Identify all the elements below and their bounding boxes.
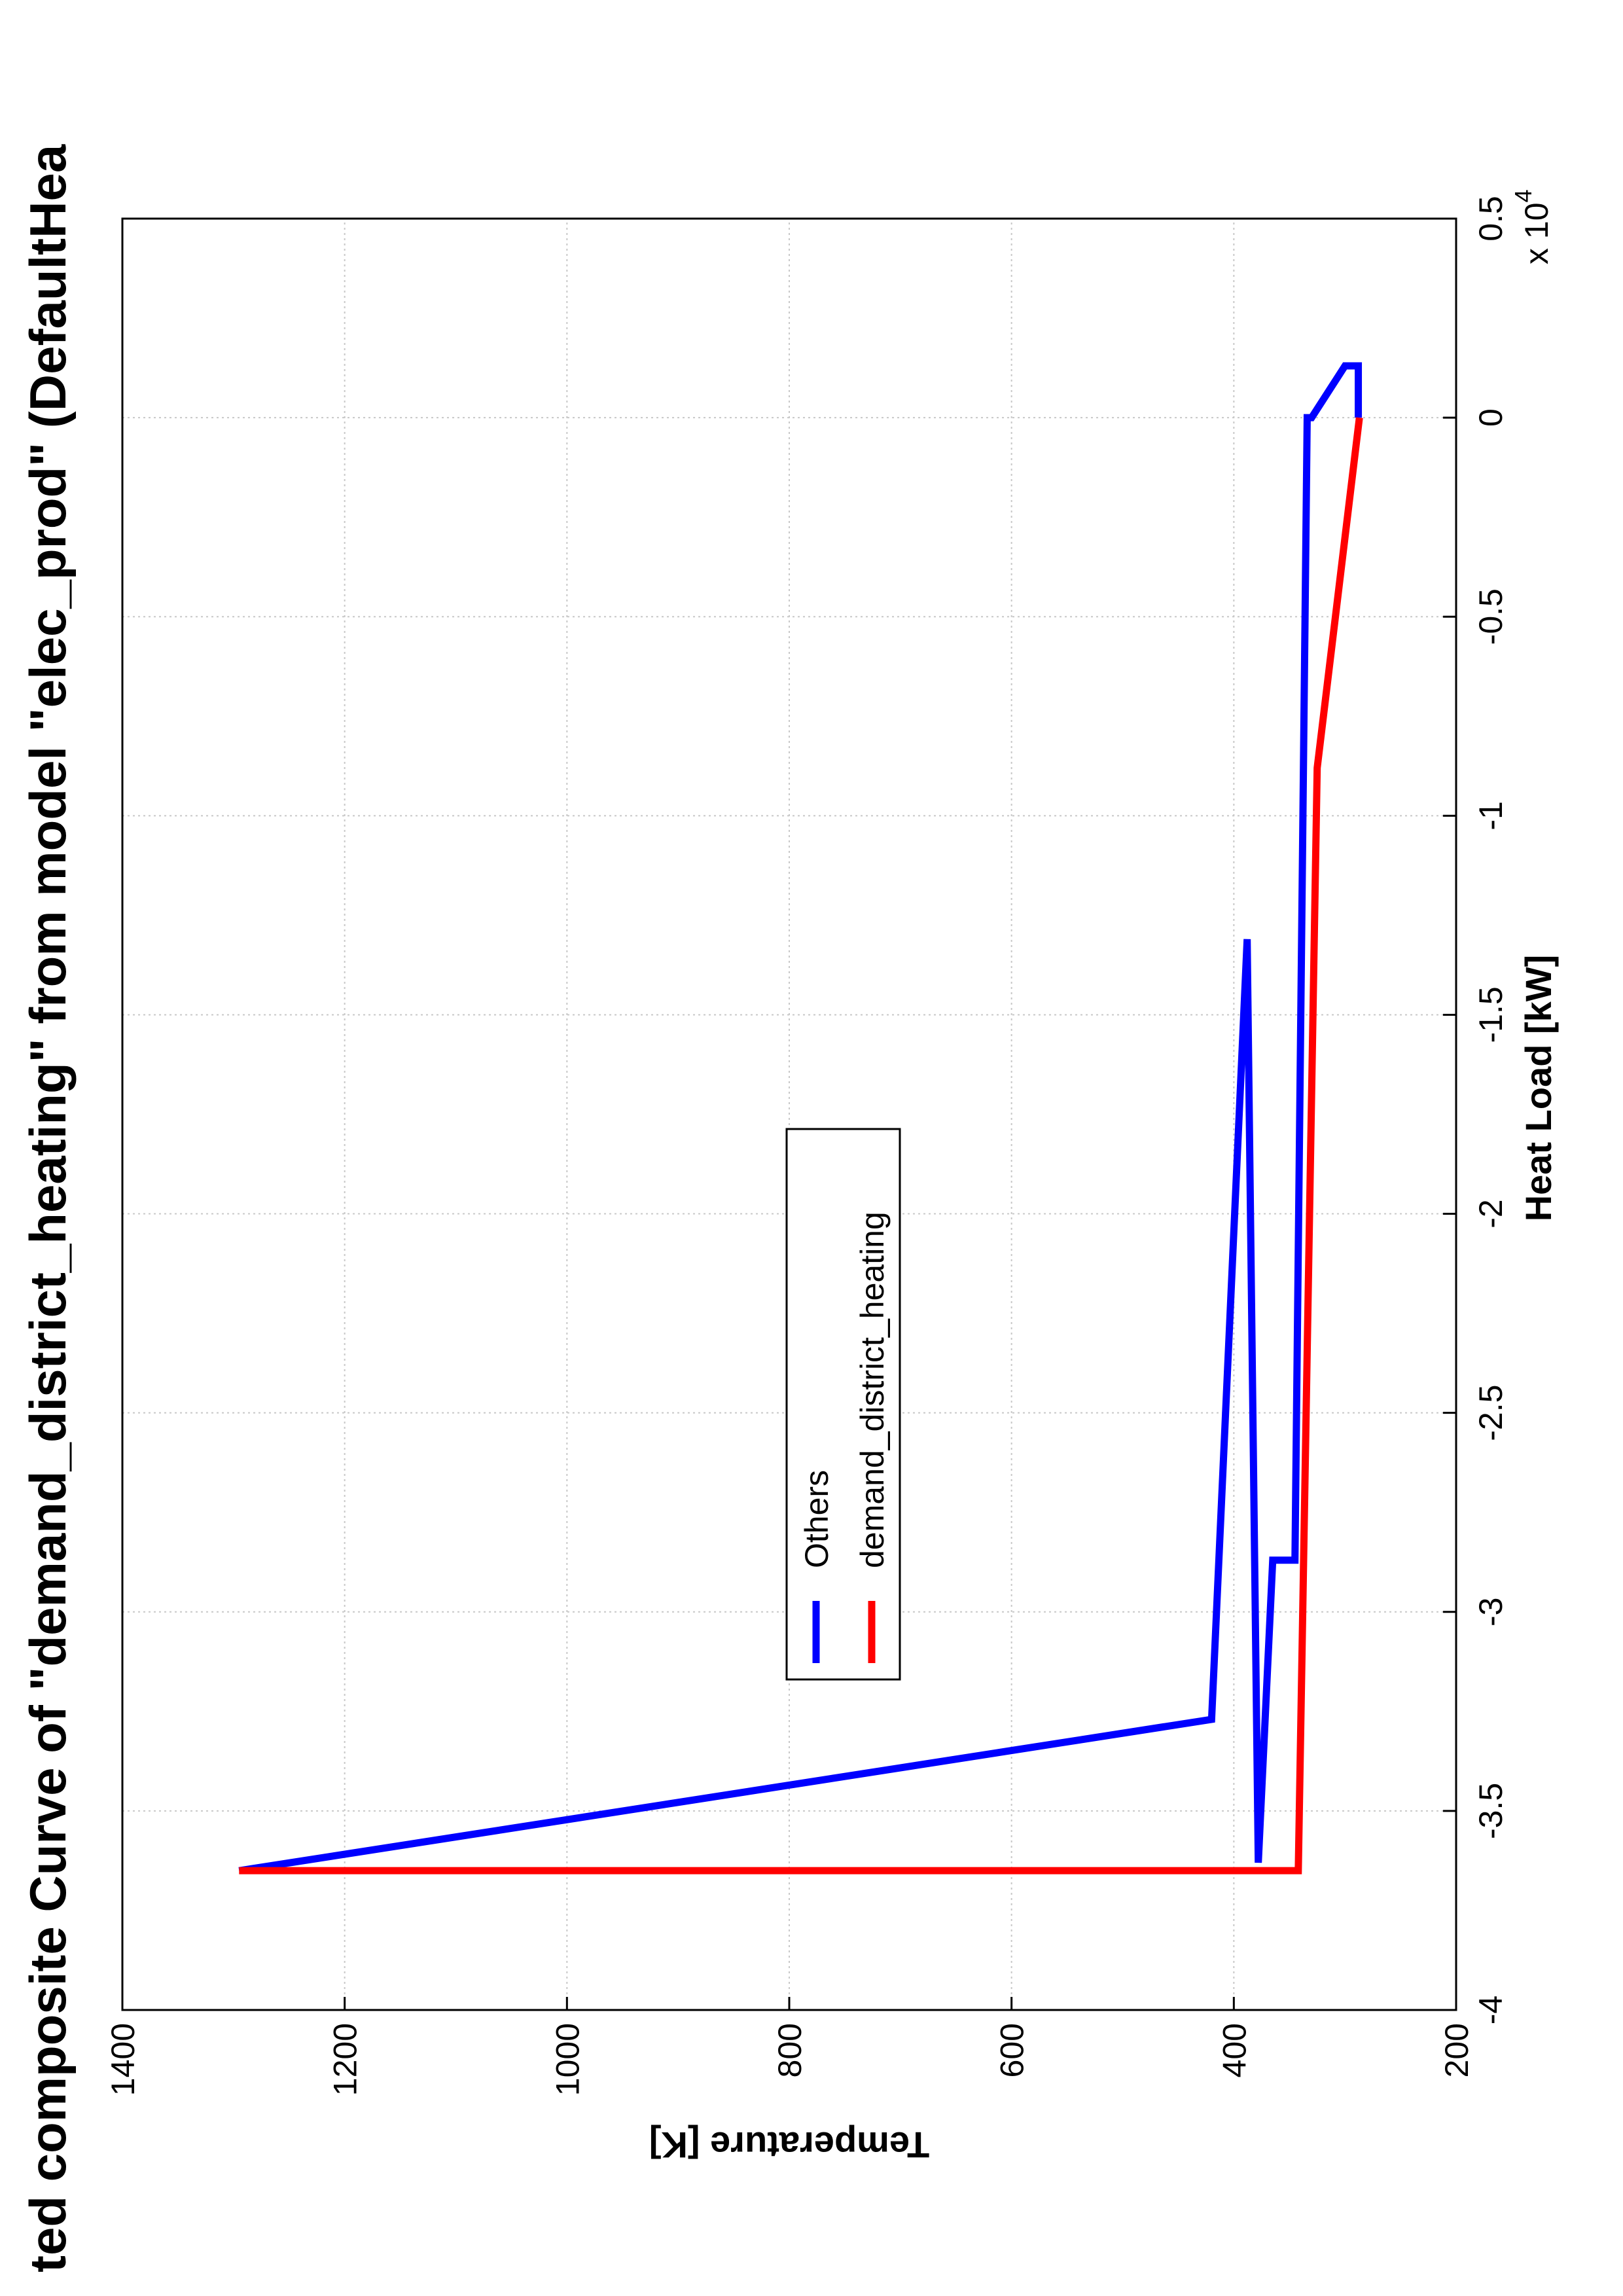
x-tick-label: -1.5: [1472, 986, 1509, 1043]
x-tick-label: 0: [1472, 408, 1509, 427]
x-tick-label: 0.5: [1472, 196, 1509, 242]
legend-label: Others: [798, 1470, 835, 1568]
x-tick-label: -0.5: [1472, 588, 1509, 645]
x-tick-label: -1: [1472, 801, 1509, 830]
y-axis-label: Temperature [K]: [649, 2125, 929, 2166]
y-tick-label: 600: [994, 2023, 1031, 2077]
chart-title: ted composite Curve of "demand_district_…: [19, 144, 77, 2272]
x-multiplier: x 104: [1510, 189, 1555, 264]
x-tick-label: -3.5: [1472, 1783, 1509, 1839]
x-tick-label: -4: [1472, 1996, 1509, 2024]
data-line: [238, 362, 1363, 1874]
plot-frame: [121, 217, 1457, 2011]
y-tick-label: 400: [1216, 2023, 1253, 2077]
multiplier-base: x 10: [1518, 202, 1555, 264]
y-tick-label: 1000: [549, 2023, 586, 2096]
legend-box: [785, 1128, 901, 1681]
data-line: [239, 417, 1363, 1874]
x-tick-label: -3: [1472, 1598, 1509, 1626]
y-tick-label: 1200: [327, 2023, 364, 2096]
x-tick-label: -2.5: [1472, 1385, 1509, 1441]
multiplier-exponent: 4: [1510, 189, 1537, 202]
rotated-chart: ted composite Curve of "demand_district_…: [19, 144, 1559, 2272]
y-tick-label: 200: [1438, 2023, 1475, 2077]
y-tick-label: 1400: [105, 2023, 141, 2096]
x-tick-label: -2: [1472, 1199, 1509, 1228]
legend-label: demand_district_heating: [854, 1211, 891, 1568]
y-tick-label: 800: [772, 2023, 808, 2077]
x-axis-label: Heat Load [kW]: [1518, 955, 1559, 1222]
